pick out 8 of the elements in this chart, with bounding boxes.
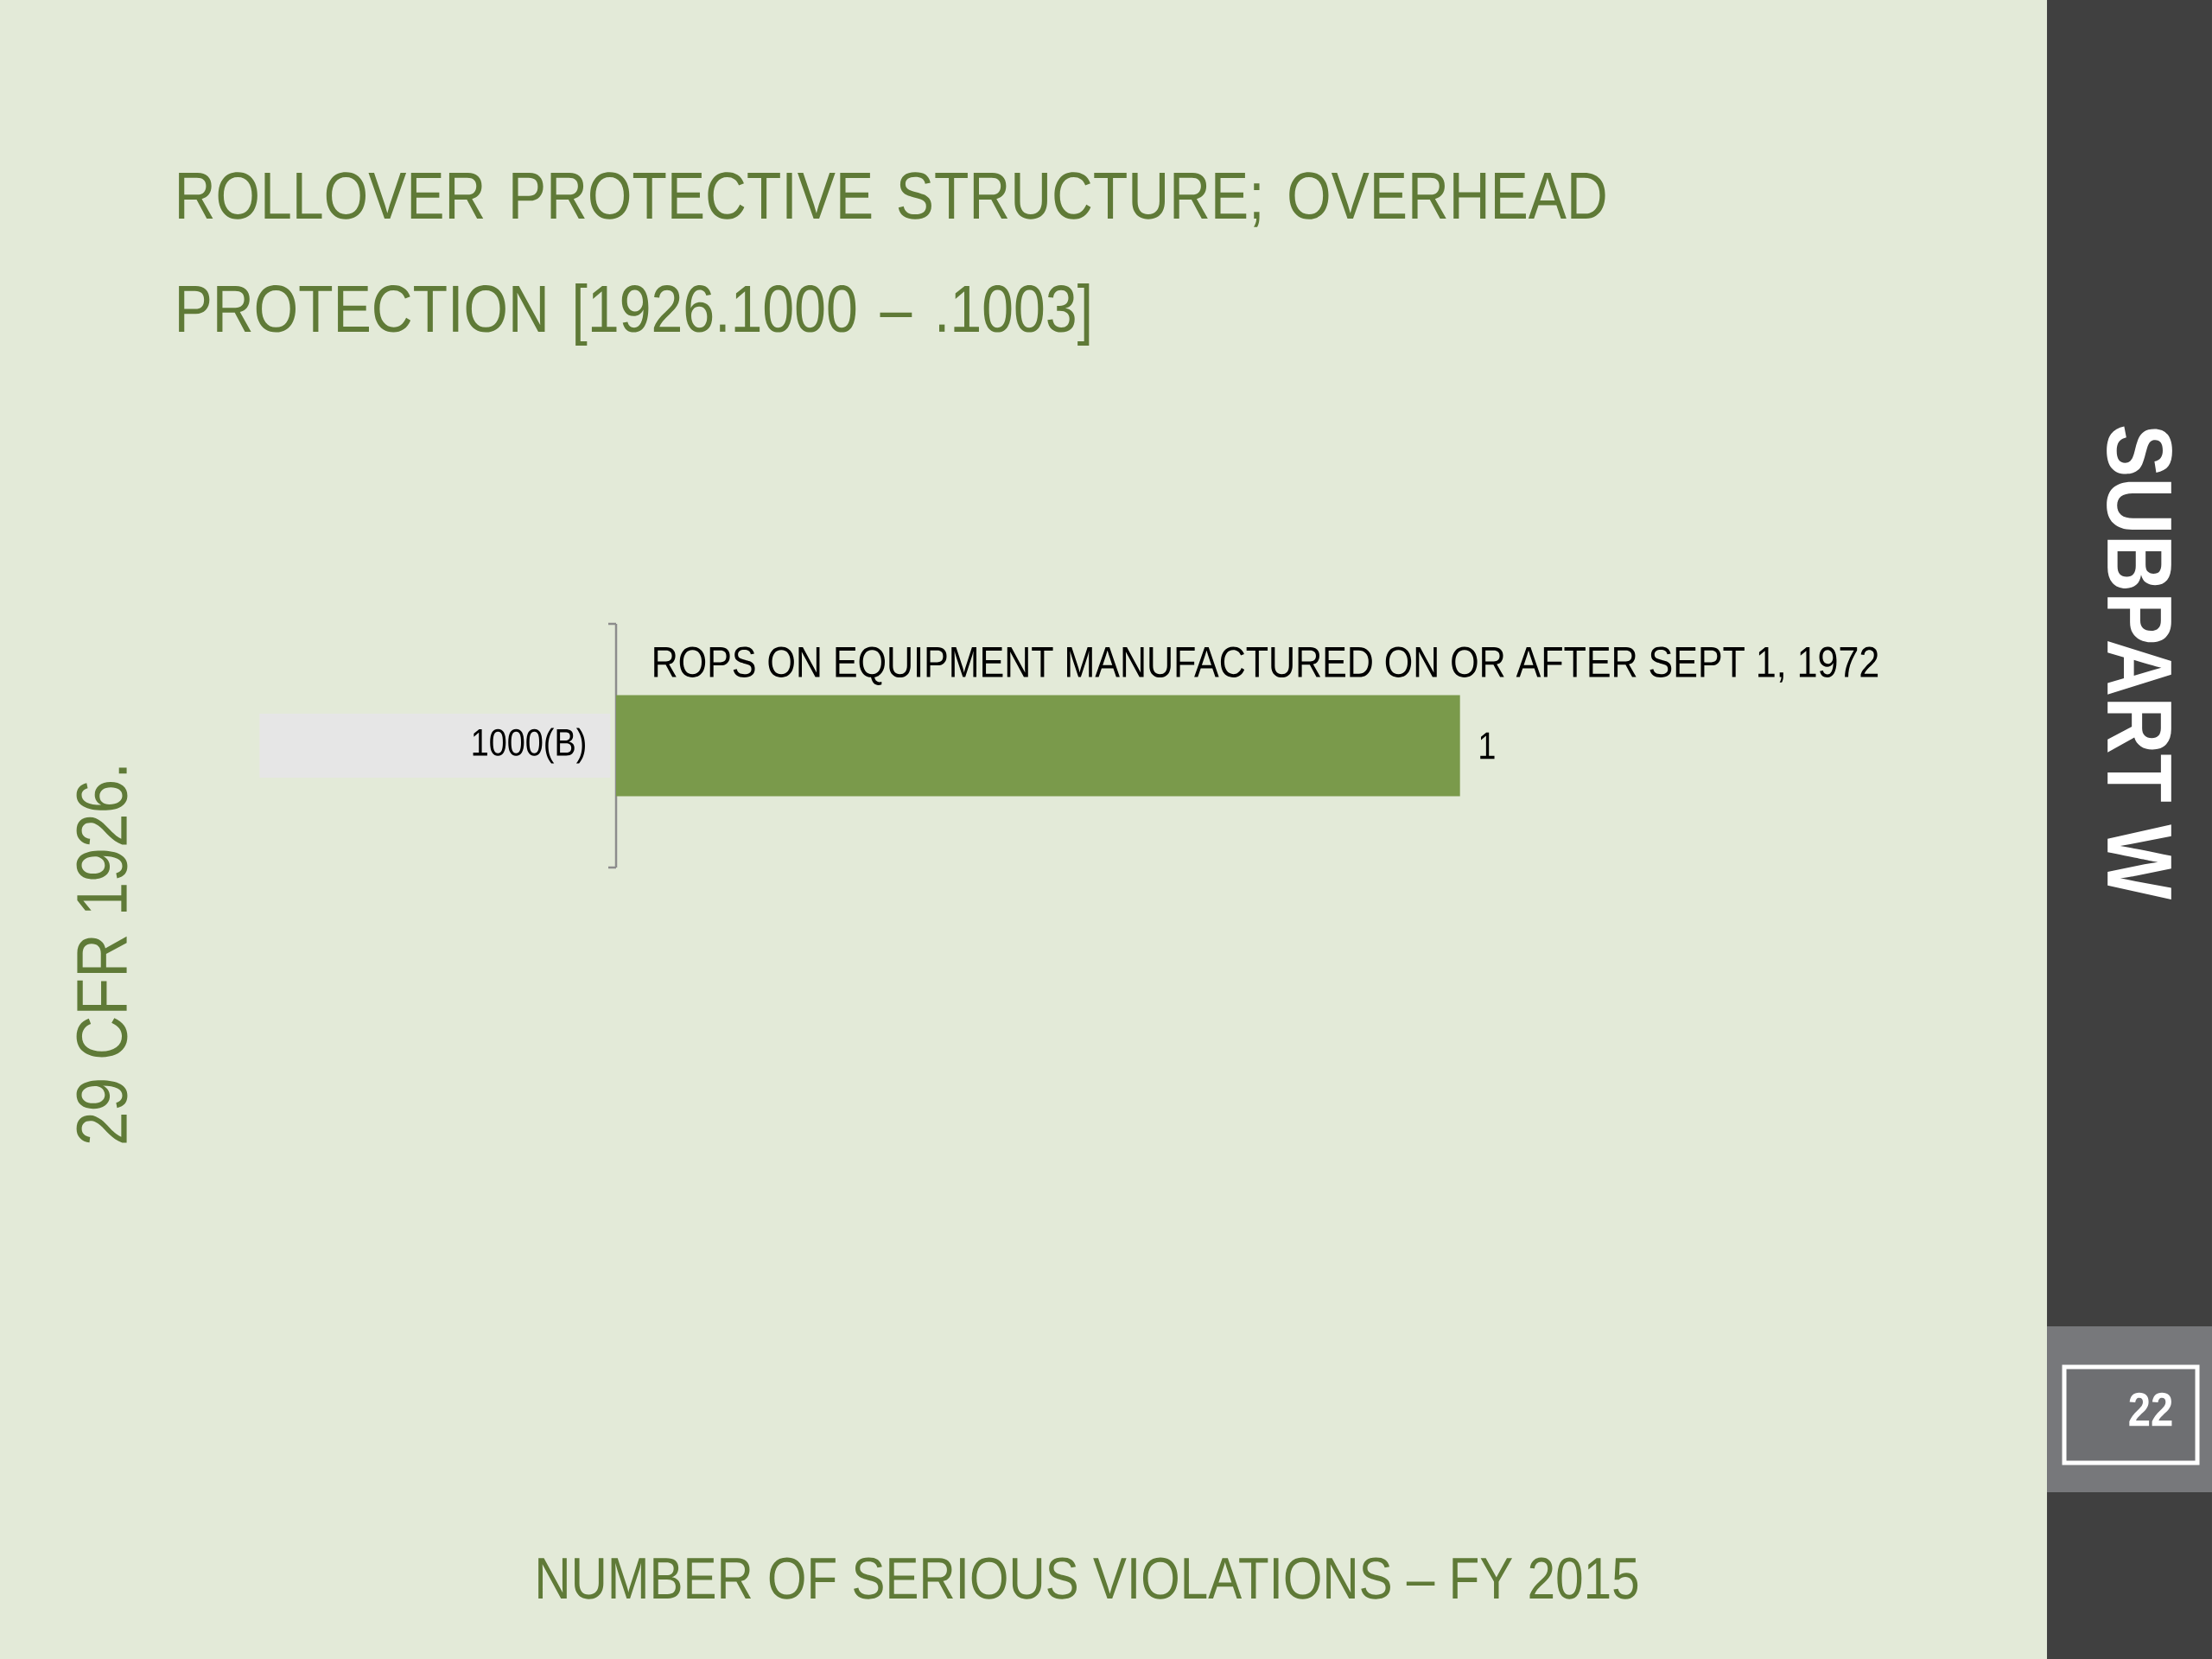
- text: SUBPART W: [2107, 426, 2172, 899]
- y-axis-title: 29 CFR 1926.: [76, 767, 128, 1143]
- annotation: ROPS ON EQUIPMENT MANUFACTURED ON OR AFTER SEPT 1, 1972: [654, 646, 1878, 685]
- chart-title: ROLLOVER PROTECTIVE STRUCTURE; OVERHEAD PROTECTION [1926.1000 – .1003]: [179, 172, 1605, 346]
- data-label: 1: [1480, 732, 1495, 760]
- text: NUMBER OF SERIOUS VIOLATIONS – FY 2015: [538, 1557, 1638, 1599]
- text: 22: [2129, 1392, 2172, 1427]
- y-tick-label: 1000(B): [473, 728, 585, 764]
